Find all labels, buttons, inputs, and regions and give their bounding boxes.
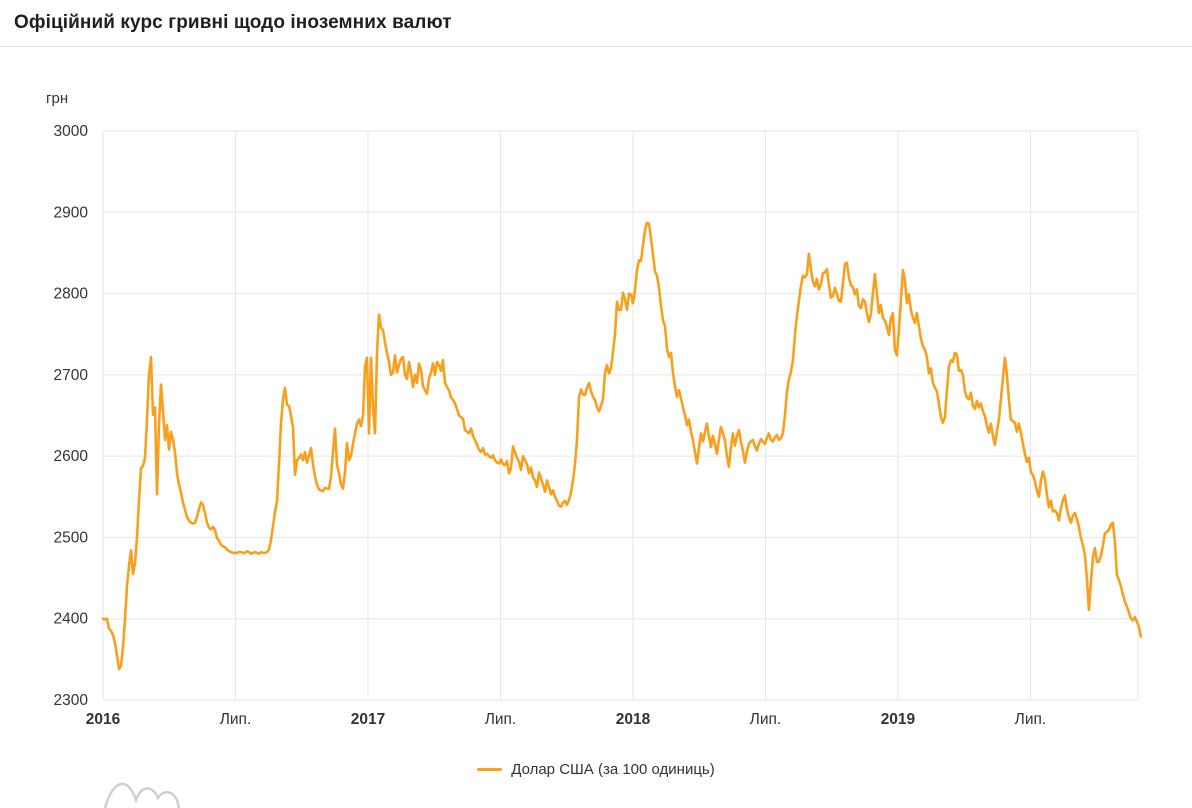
x-tick-label: Лип. [750,711,782,728]
legend-label: Долар США (за 100 одиниць) [511,761,715,778]
chart-container: 2300 2400 2500 2600 2700 2800 2900 3000 2016 Лип.… [0,48,1192,808]
y-tick-label: 2600 [54,448,89,465]
x-tick-label: 2017 [351,711,385,728]
legend-item[interactable]: Долар США (за 100 одиниць) [0,761,1192,778]
x-tick-label: 2018 [616,711,651,728]
y-tick-label: 2400 [54,611,89,628]
y-tick-label: 2500 [54,529,89,546]
y-tick-label: 3000 [54,123,89,140]
gridlines: 2300 2400 2500 2600 2700 2800 2900 3000 2016 Лип.… [54,123,1139,728]
x-tick-label: Лип. [485,711,517,728]
x-tick-label: 2019 [881,711,916,728]
y-tick-label: 2900 [54,204,89,221]
x-tick-label: 2016 [86,711,121,728]
x-tick-label: Лип. [1015,711,1047,728]
page-header: Офіційний курс гривні щодо іноземних вал… [0,0,1192,47]
watermark-logo-icon [103,782,181,808]
page-title: Офіційний курс гривні щодо іноземних вал… [14,12,452,33]
y-tick-label: 2700 [54,367,89,384]
x-tick-label: Лип. [220,711,252,728]
y-tick-label: 2800 [54,286,89,303]
y-axis-unit-label: грн [46,90,69,107]
series-line-usd[interactable] [101,221,1143,671]
series-line-icon [477,768,503,771]
y-tick-label: 2300 [54,692,89,709]
